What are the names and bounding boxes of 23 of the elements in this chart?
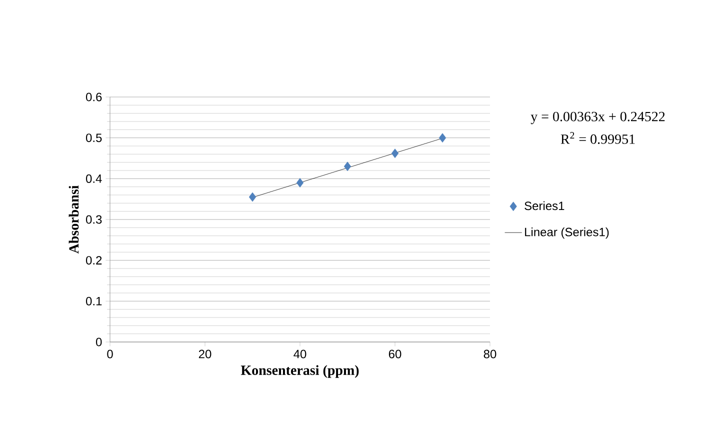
x-tick-label: 80 bbox=[484, 350, 496, 358]
y-tick-label: 0.2 bbox=[86, 256, 102, 265]
legend-label: Series1 bbox=[524, 201, 564, 210]
y-axis-title: Absorbansi bbox=[68, 185, 79, 254]
x-tick-label: 60 bbox=[388, 350, 402, 358]
y-tick-label: 0.6 bbox=[86, 92, 102, 102]
text: y = 0.00363x + 0.24522 bbox=[530, 112, 665, 124]
y-tick-label: 0.1 bbox=[86, 296, 102, 306]
y-tick-label: 0.5 bbox=[86, 134, 102, 142]
x-tick-label: 20 bbox=[198, 350, 212, 358]
point bbox=[296, 178, 304, 188]
y-tick-label: 0.4 bbox=[86, 174, 102, 183]
x-tick-label: 40 bbox=[294, 350, 306, 358]
text: R$^{2}$ = 0.99951 bbox=[560, 132, 635, 144]
y-tick-label: 0 bbox=[96, 338, 102, 346]
point bbox=[438, 133, 446, 143]
point bbox=[344, 162, 352, 172]
x-tick-label: 0 bbox=[107, 350, 113, 358]
point bbox=[248, 192, 256, 202]
legend-label: Linear (Series1) bbox=[525, 227, 609, 239]
y-tick-label: 0.3 bbox=[86, 215, 102, 224]
point bbox=[391, 148, 399, 158]
x-axis-title: Konsenterasi (ppm) bbox=[240, 365, 359, 378]
